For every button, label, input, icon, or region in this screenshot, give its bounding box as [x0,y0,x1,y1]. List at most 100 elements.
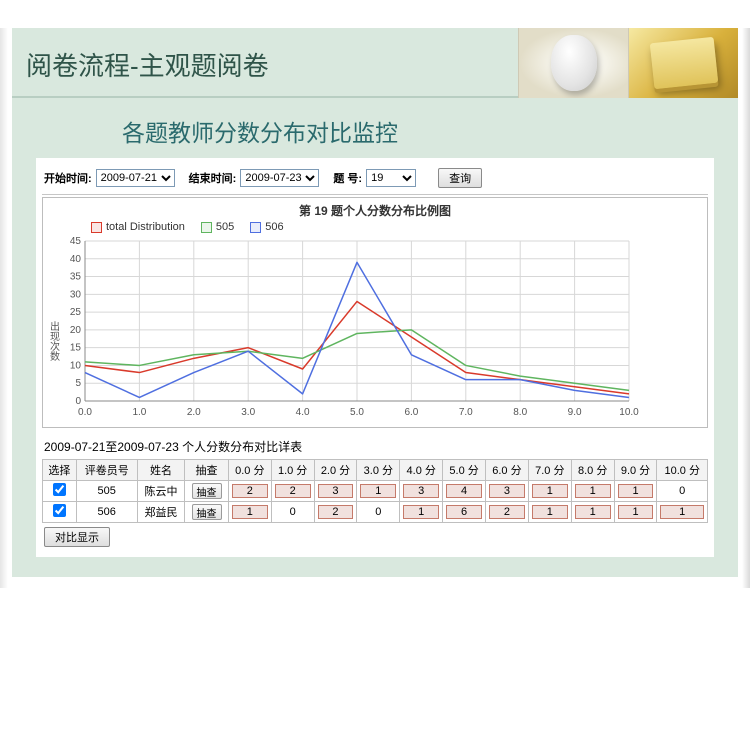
svg-text:40: 40 [70,254,82,265]
table-header-cell: 2.0 分 [314,460,357,481]
table-header-cell: 4.0 分 [400,460,443,481]
svg-text:25: 25 [70,307,82,318]
filter-bar: 开始时间: 2009-07-21 结束时间: 2009-07-23 题 号: 1… [42,164,708,195]
score-cell: 1 [618,505,654,519]
table-header-cell: 评卷员号 [76,460,137,481]
svg-text:15: 15 [70,343,82,354]
line-chart: 0 5 10 15 20 25 30 35 40 45 0.0 1.0 2.0 3.0 4.0 5.0 6.0 7… [43,235,643,425]
svg-text:35: 35 [70,272,82,283]
table-header-cell: 5.0 分 [443,460,486,481]
table-header-cell: 1.0 分 [271,460,314,481]
slide-card: 阅卷流程-主观题阅卷 各题教师分数分布对比监控 开始时间: 2009-07-21… [12,28,738,577]
score-cell: 2 [275,484,311,498]
chart-title: 第 19 题个人分数分布比例图 [43,202,707,219]
table-header-cell: 姓名 [137,460,184,481]
header-photo-mouse [518,28,628,98]
score-cell: 1 [532,505,568,519]
score-cell: 6 [446,505,482,519]
svg-text:7.0: 7.0 [459,407,473,418]
header-photo-keyboard [628,28,738,98]
legend-swatch [250,222,261,233]
row-select-checkbox[interactable] [53,504,66,517]
rater-id-cell: 505 [76,481,137,502]
score-cell: 0 [660,484,704,498]
distribution-table: 选择评卷员号姓名抽查0.0 分1.0 分2.0 分3.0 分4.0 分5.0 分… [42,459,708,523]
score-cell: 3 [489,484,525,498]
score-cell: 2 [318,505,354,519]
score-cell: 1 [575,484,611,498]
svg-text:10: 10 [70,360,82,371]
table-header-cell: 7.0 分 [528,460,571,481]
legend-item: 506 [250,221,283,233]
legend-item: 505 [201,221,234,233]
start-time-label: 开始时间: [44,170,92,186]
legend-swatch [91,222,102,233]
start-time-select[interactable]: 2009-07-21 [96,169,175,187]
page-capture: 开始时间: 2009-07-21 结束时间: 2009-07-23 题 号: 1… [36,158,714,557]
header-strip: 阅卷流程-主观题阅卷 [12,28,738,98]
score-cell: 2 [489,505,525,519]
score-cell: 3 [318,484,354,498]
score-cell: 4 [446,484,482,498]
legend-label: total Distribution [106,221,185,233]
score-cell: 1 [532,484,568,498]
chart-legend: total Distribution 505 506 [43,221,707,233]
table-header-cell: 10.0 分 [657,460,708,481]
rater-name-cell: 郑益民 [137,502,184,523]
table-header-cell: 8.0 分 [571,460,614,481]
query-button[interactable]: 查询 [438,168,482,188]
legend-label: 506 [265,221,283,233]
score-cell: 0 [360,505,396,519]
svg-text:30: 30 [70,289,82,300]
decorative-shadow-left [0,28,8,588]
table-header-row: 选择评卷员号姓名抽查0.0 分1.0 分2.0 分3.0 分4.0 分5.0 分… [43,460,708,481]
svg-text:出现次数: 出现次数 [48,320,60,362]
question-no-label: 题 号: [333,170,362,186]
svg-text:2.0: 2.0 [187,407,201,418]
svg-text:0.0: 0.0 [78,407,92,418]
svg-text:20: 20 [70,325,82,336]
legend-label: 505 [216,221,234,233]
end-time-select[interactable]: 2009-07-23 [240,169,319,187]
score-cell: 1 [403,505,439,519]
score-cell: 2 [232,484,268,498]
spot-check-button[interactable]: 抽查 [192,504,222,520]
spot-check-button[interactable]: 抽查 [192,483,222,499]
slide-title: 阅卷流程-主观题阅卷 [12,28,518,98]
svg-text:3.0: 3.0 [241,407,255,418]
table-header-cell: 抽查 [185,460,229,481]
score-cell: 1 [360,484,396,498]
svg-text:5: 5 [75,378,81,389]
legend-swatch [201,222,212,233]
decorative-shadow-right [742,28,750,588]
rater-id-cell: 506 [76,502,137,523]
table-header-cell: 3.0 分 [357,460,400,481]
table-header-cell: 9.0 分 [614,460,657,481]
table-body: 505陈云中抽查22313431110506郑益民抽查10201621111 [43,481,708,523]
score-cell: 0 [275,505,311,519]
svg-text:10.0: 10.0 [619,407,639,418]
score-cell: 1 [575,505,611,519]
svg-text:1.0: 1.0 [132,407,146,418]
svg-text:0: 0 [75,396,81,407]
table-header-cell: 0.0 分 [228,460,271,481]
slide-subtitle: 各题教师分数分布对比监控 [12,98,738,158]
svg-text:6.0: 6.0 [404,407,418,418]
svg-text:45: 45 [70,236,82,247]
score-cell: 1 [618,484,654,498]
row-select-checkbox[interactable] [53,483,66,496]
table-caption: 2009-07-21至2009-07-23 个人分数分布对比详表 [44,438,706,455]
svg-text:4.0: 4.0 [296,407,310,418]
svg-text:5.0: 5.0 [350,407,364,418]
table-row: 505陈云中抽查22313431110 [43,481,708,502]
footer-button-row: 对比显示 [42,523,708,547]
question-no-select[interactable]: 19 [366,169,416,187]
chart-panel: 第 19 题个人分数分布比例图 total Distribution505506… [42,197,708,428]
svg-text:8.0: 8.0 [513,407,527,418]
score-cell: 1 [232,505,268,519]
svg-text:9.0: 9.0 [568,407,582,418]
compare-display-button[interactable]: 对比显示 [44,527,110,547]
table-row: 506郑益民抽查10201621111 [43,502,708,523]
score-cell: 1 [660,505,704,519]
table-header-cell: 选择 [43,460,77,481]
